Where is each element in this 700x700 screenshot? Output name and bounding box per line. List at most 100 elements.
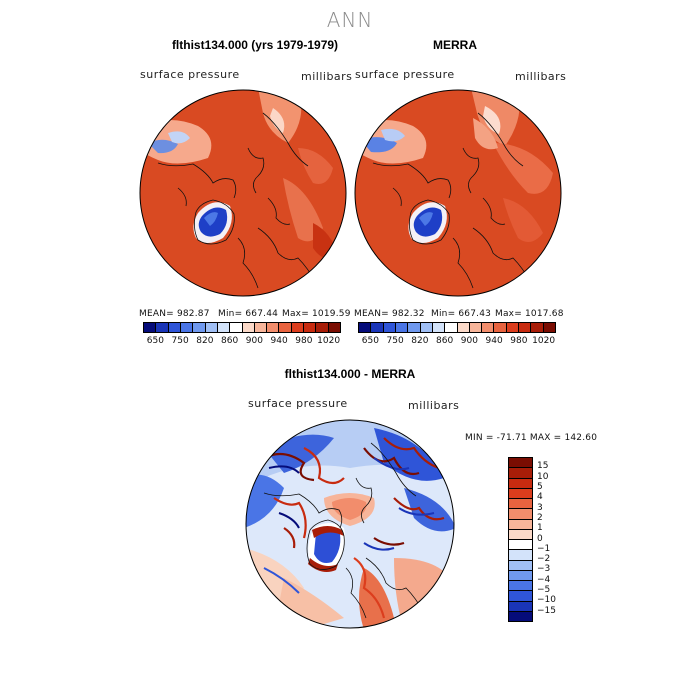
right-colorbar-swatch — [408, 323, 421, 332]
left-colorbar — [143, 322, 341, 333]
diff-units-label: millibars — [408, 399, 460, 412]
right-colorbar-swatch — [506, 323, 520, 332]
diff-colorbar-tick-label: −4 — [537, 574, 551, 585]
diff-colorbar-swatch — [509, 591, 532, 602]
diff-colorbar-tick-label: 15 — [537, 461, 549, 472]
diff-colorbar-tick-label: 2 — [537, 512, 543, 523]
diff-colorbar-swatch — [509, 550, 532, 561]
diff-variable-label: surface pressure — [248, 397, 348, 410]
diff-colorbar-tick-label: 4 — [537, 492, 543, 503]
right-colorbar-swatch — [383, 323, 396, 332]
diff-colorbar-swatch — [509, 509, 532, 520]
left-colorbar-swatch — [254, 323, 268, 332]
diff-colorbar-tick-label: −15 — [537, 605, 556, 616]
left-colorbar-swatch — [156, 323, 169, 332]
diff-minmax-label: MIN = -71.71 MAX = 142.60 — [465, 433, 598, 443]
right-colorbar-tick-label: 980 — [510, 336, 528, 346]
left-colorbar-swatch — [316, 323, 329, 332]
diff-colorbar-tick-label: −10 — [537, 595, 556, 606]
right-colorbar-swatch — [359, 323, 372, 332]
right-colorbar-tick-label: 900 — [460, 336, 478, 346]
right-min-label: Min= 667.43 — [431, 309, 492, 319]
left-colorbar-swatch — [242, 323, 255, 332]
right-colorbar-tick-label: 820 — [411, 336, 429, 346]
right-colorbar-swatch — [469, 323, 483, 332]
right-mean-label: MEAN= 982.32 — [354, 309, 425, 319]
left-colorbar-labels: 650 750 820 860 900 940 980 1020 — [143, 336, 341, 346]
left-colorbar-tick-label: 750 — [171, 336, 189, 346]
diff-panel-title: flthist134.000 - MERRA — [284, 367, 416, 381]
right-colorbar-swatch — [482, 323, 495, 332]
right-panel-title: MERRA — [433, 38, 477, 52]
right-colorbar-swatch — [371, 323, 384, 332]
diff-colorbar-tick-label: 1 — [537, 523, 543, 534]
left-colorbar-swatch — [230, 323, 243, 332]
left-colorbar-swatch — [193, 323, 206, 332]
left-colorbar-swatch — [168, 323, 181, 332]
right-colorbar-swatch — [445, 323, 458, 332]
left-colorbar-swatch — [144, 323, 157, 332]
diff-colorbar-swatch — [509, 581, 532, 592]
left-variable-label: surface pressure — [140, 68, 240, 81]
diff-colorbar-tick-label: −3 — [537, 564, 551, 575]
left-mean-label: MEAN= 982.87 — [139, 309, 210, 319]
right-colorbar-swatch — [494, 323, 507, 332]
diff-colorbar-swatch — [509, 499, 532, 510]
diff-colorbar-swatch — [509, 540, 532, 551]
right-colorbar — [358, 322, 556, 333]
diff-colorbar-swatch — [509, 570, 532, 581]
right-colorbar-swatch — [543, 323, 555, 332]
left-colorbar-tick-label: 940 — [270, 336, 288, 346]
right-colorbar-swatch — [420, 323, 433, 332]
right-colorbar-tick-label: 750 — [386, 336, 404, 346]
right-colorbar-tick-label: 940 — [485, 336, 503, 346]
diff-colorbar-tick-label: 0 — [537, 533, 543, 544]
left-units-label: millibars — [301, 70, 353, 83]
diff-colorbar-swatch — [509, 560, 532, 571]
diff-colorbar-swatch — [509, 601, 532, 612]
right-colorbar-labels: 650 750 820 860 900 940 980 1020 — [358, 336, 556, 346]
right-max-label: Max= 1017.68 — [495, 309, 564, 319]
right-colorbar-tick-label: 650 — [361, 336, 379, 346]
diff-colorbar-tick-label: 3 — [537, 502, 543, 513]
right-colorbar-swatch — [395, 323, 409, 332]
diff-colorbar-tick-label: −1 — [537, 543, 551, 554]
diff-colorbar-swatch — [509, 468, 532, 479]
right-units-label: millibars — [515, 70, 567, 83]
diff-colorbar-swatch — [509, 458, 532, 469]
right-colorbar-swatch — [531, 323, 544, 332]
diff-colorbar-tick-label: −2 — [537, 554, 551, 565]
right-colorbar-swatch — [457, 323, 470, 332]
diff-colorbar-swatch — [509, 611, 532, 621]
diff-colorbar-swatch — [509, 488, 532, 499]
right-colorbar-tick-label: 1020 — [532, 336, 556, 346]
diff-colorbar — [508, 457, 533, 622]
right-polar-map — [354, 89, 562, 297]
diff-colorbar-swatch — [509, 519, 532, 530]
diff-colorbar-tick-label: 10 — [537, 471, 549, 482]
left-colorbar-swatch — [304, 323, 317, 332]
right-variable-label: surface pressure — [355, 68, 455, 81]
left-colorbar-swatch — [217, 323, 231, 332]
left-colorbar-tick-label: 860 — [221, 336, 239, 346]
diff-colorbar-swatch — [509, 529, 532, 540]
diff-polar-map — [245, 419, 455, 629]
diff-colorbar-labels: 15 10 5 4 3 2 1 0 −1 −2 −3 −4 −5 −10 −15 — [537, 457, 577, 622]
left-min-label: Min= 667.44 — [218, 309, 279, 319]
left-colorbar-swatch — [267, 323, 280, 332]
right-colorbar-swatch — [432, 323, 446, 332]
left-colorbar-tick-label: 980 — [295, 336, 313, 346]
left-panel-title: flthist134.000 (yrs 1979-1979) — [171, 38, 339, 52]
left-colorbar-swatch — [279, 323, 292, 332]
left-colorbar-tick-label: 900 — [245, 336, 263, 346]
diff-colorbar-swatch — [509, 478, 532, 489]
left-colorbar-tick-label: 820 — [196, 336, 214, 346]
figure-title: ANN — [326, 8, 374, 32]
left-colorbar-swatch — [180, 323, 194, 332]
right-colorbar-tick-label: 860 — [436, 336, 454, 346]
left-colorbar-tick-label: 1020 — [317, 336, 341, 346]
left-colorbar-swatch — [205, 323, 218, 332]
left-colorbar-swatch — [328, 323, 340, 332]
right-colorbar-swatch — [519, 323, 532, 332]
left-colorbar-swatch — [291, 323, 305, 332]
